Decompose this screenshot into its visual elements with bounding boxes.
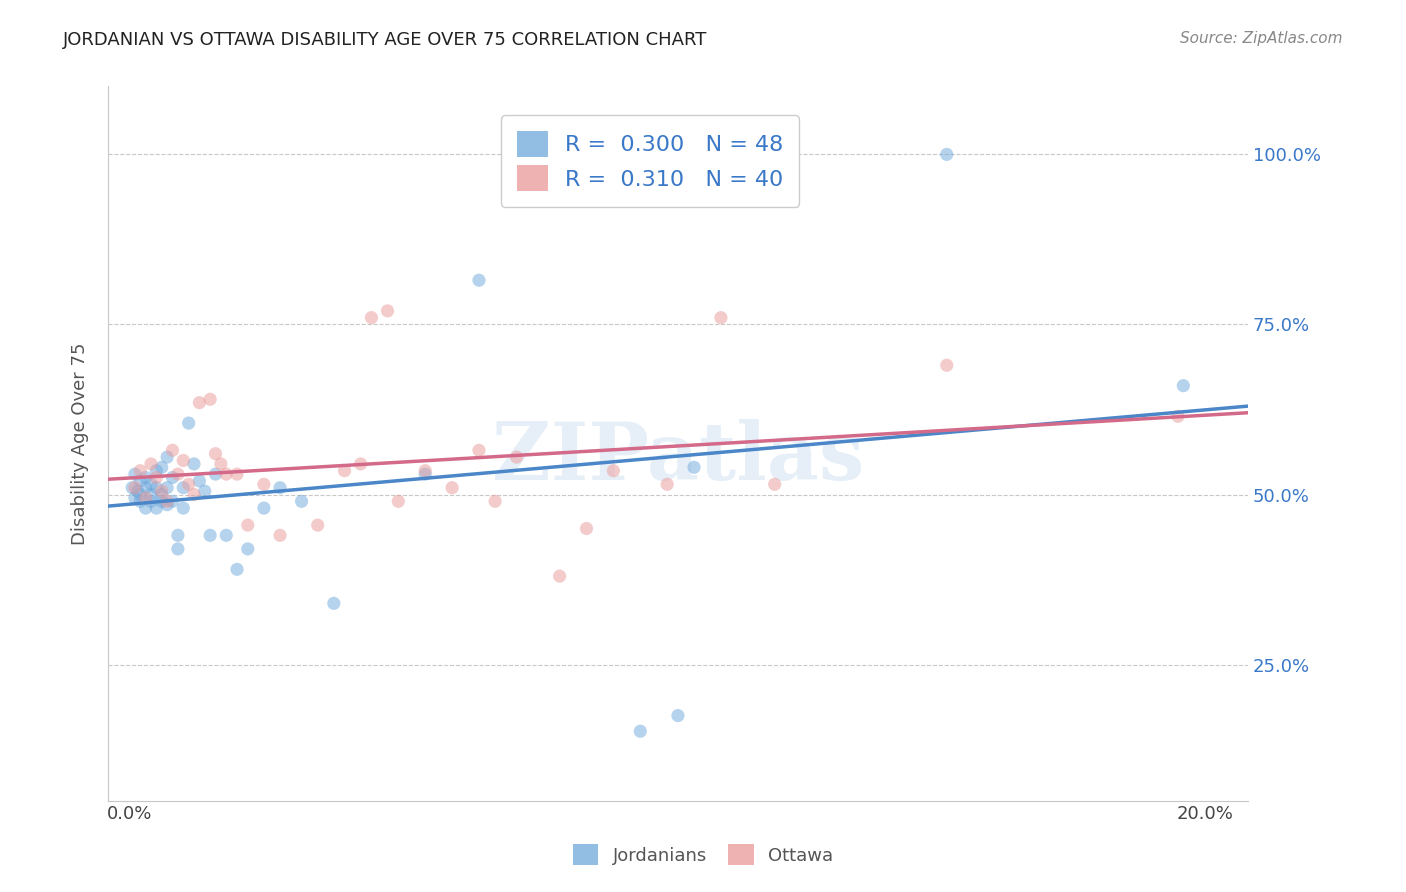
Point [602,464,624,478]
Point [441,481,464,495]
Point [935,147,957,161]
Point [935,358,957,372]
Point [548,569,571,583]
Point [183,457,205,471]
Legend: R =  0.300   N = 48, R =  0.310   N = 40: R = 0.300 N = 48, R = 0.310 N = 40 [501,115,799,207]
Point [209,457,232,471]
Point [172,453,194,467]
Point [139,494,162,508]
Point [468,443,491,458]
Point [253,477,276,491]
Point [307,518,329,533]
Point [413,464,436,478]
Point [177,477,200,491]
Point [129,474,152,488]
Point [322,596,344,610]
Point [204,447,226,461]
Point [575,522,598,536]
Point [162,443,184,458]
Point [145,464,167,478]
Point [135,470,157,484]
Point [150,487,173,501]
Point [167,528,190,542]
Point [1167,409,1189,424]
Point [188,395,211,409]
Point [145,470,167,484]
Point [145,501,167,516]
Point [145,481,167,495]
Point [177,416,200,430]
Point [156,481,179,495]
Point [129,494,152,508]
Point [377,303,399,318]
Y-axis label: Disability Age Over 75: Disability Age Over 75 [72,343,89,545]
Point [162,494,184,508]
Point [162,470,184,484]
Point [124,491,146,505]
Point [468,273,491,287]
Point [129,487,152,501]
Point [139,487,162,501]
Point [198,392,221,407]
Point [1173,378,1195,392]
Point [413,467,436,482]
Point [215,528,238,542]
Point [172,501,194,516]
Point [150,494,173,508]
Point [156,494,179,508]
Point [253,501,276,516]
Point [150,484,173,499]
Text: Source: ZipAtlas.com: Source: ZipAtlas.com [1180,31,1343,46]
Point [204,467,226,482]
Point [135,491,157,505]
Point [657,477,679,491]
Point [360,310,382,325]
Point [236,541,259,556]
Point [124,481,146,495]
Point [236,518,259,533]
Point [124,467,146,482]
Point [226,562,249,576]
Point [139,477,162,491]
Point [350,457,373,471]
Point [215,467,238,482]
Point [484,494,506,508]
Point [226,467,249,482]
Point [139,457,162,471]
Point [387,494,409,508]
Text: ZIPatlas: ZIPatlas [492,418,865,497]
Point [269,528,291,542]
Point [172,481,194,495]
Point [167,541,190,556]
Point [156,450,179,464]
Point [167,467,190,482]
Point [135,501,157,516]
Point [269,481,291,495]
Point [683,460,706,475]
Point [710,310,733,325]
Point [505,450,527,464]
Point [135,481,157,495]
Legend: Jordanians, Ottawa: Jordanians, Ottawa [564,835,842,874]
Text: JORDANIAN VS OTTAWA DISABILITY AGE OVER 75 CORRELATION CHART: JORDANIAN VS OTTAWA DISABILITY AGE OVER … [63,31,707,49]
Point [156,498,179,512]
Point [121,481,143,495]
Point [333,464,356,478]
Point [150,460,173,475]
Point [628,724,651,739]
Point [129,464,152,478]
Point [763,477,786,491]
Point [127,484,149,499]
Point [188,474,211,488]
Point [290,494,312,508]
Point [194,484,217,499]
Point [666,708,689,723]
Point [198,528,221,542]
Point [183,487,205,501]
